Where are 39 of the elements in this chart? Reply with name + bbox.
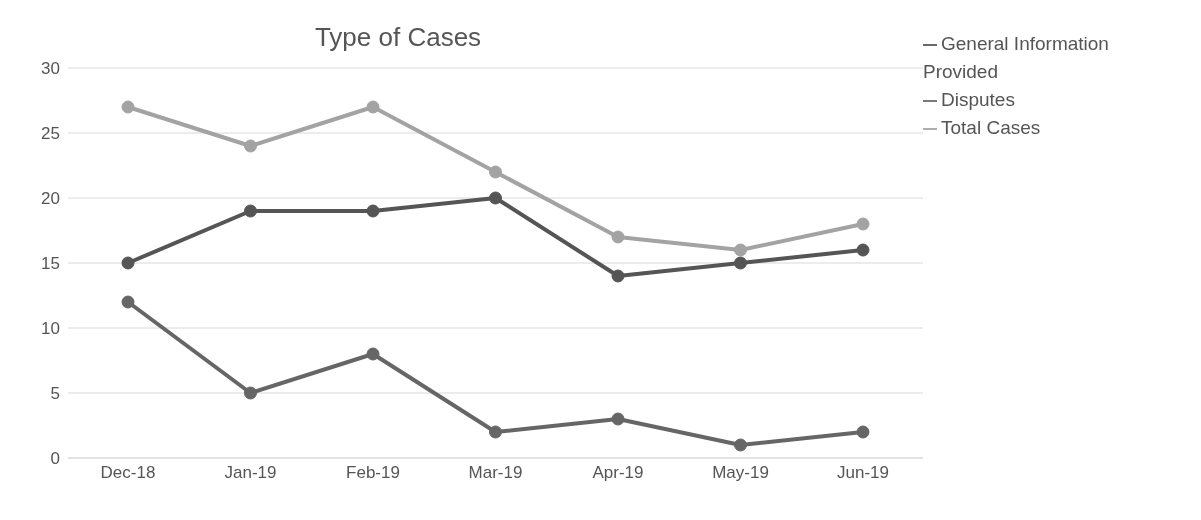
point: [244, 139, 257, 153]
point: [734, 256, 747, 270]
y-tick-label: 5: [50, 384, 60, 404]
point: [366, 100, 380, 114]
point: [734, 438, 747, 452]
point: [244, 204, 257, 218]
y-tick-label: 30: [41, 59, 60, 79]
y-tick-label: 10: [41, 319, 60, 339]
point: [121, 256, 135, 270]
x-tick-label: Feb-19: [346, 463, 400, 483]
x-tick-label: Mar-19: [468, 463, 523, 483]
x-tick-label: Dec-18: [100, 463, 156, 483]
point: [611, 230, 625, 244]
y-tick-label: 0: [50, 449, 60, 469]
point: [734, 243, 747, 257]
y-tick-label: 20: [41, 189, 60, 209]
chart-title: Type of Cases: [313, 22, 483, 53]
legend-label: Disputes: [941, 89, 1015, 110]
x-tick-label: May-19: [712, 463, 769, 483]
point: [856, 217, 870, 231]
point: [366, 204, 380, 218]
y-tick-label: 15: [41, 254, 60, 274]
point: [611, 269, 625, 283]
point: [121, 295, 135, 309]
x-tick-label: Apr-19: [592, 463, 644, 483]
point: [489, 191, 502, 205]
point: [856, 425, 870, 439]
x-tick-label: Jun-19: [837, 463, 889, 483]
y-tick-label: 25: [41, 124, 60, 144]
point: [856, 243, 870, 257]
legend-label: General Information Provided: [923, 33, 1109, 82]
point: [611, 412, 625, 426]
x-tick-label: Jan-19: [224, 463, 277, 483]
legend-label: Total Cases: [941, 117, 1041, 138]
point: [121, 100, 135, 114]
point: [244, 386, 257, 400]
point: [366, 347, 380, 361]
point: [489, 425, 502, 439]
point: [489, 165, 502, 179]
